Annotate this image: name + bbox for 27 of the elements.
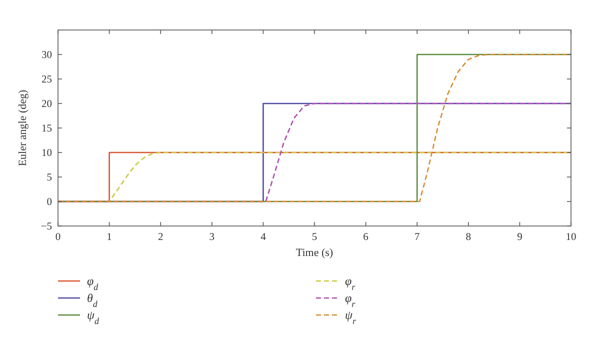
y-tick-label: 5 — [46, 172, 52, 184]
legend-label: φ$_{d}$ — [87, 274, 99, 292]
x-tick-label: 5 — [312, 232, 318, 243]
legend-label: θ$_{d}$ — [87, 291, 98, 309]
y-tick-label: 15 — [42, 124, 52, 134]
x-tick-label: 7 — [414, 232, 420, 243]
x-tick-label: 4 — [260, 232, 267, 243]
x-tick-label: 6 — [363, 232, 368, 243]
legend-label: ψ$_{r}$ — [345, 308, 356, 326]
x-tick-label: 10 — [566, 232, 576, 243]
x-tick-label: 2 — [158, 232, 164, 243]
legend-label: φ$_{r}$ — [345, 274, 356, 292]
x-tick-label: 9 — [517, 232, 522, 243]
x-axis-title: Time (s) — [296, 247, 334, 259]
legend-label: φ$_{r}$ — [345, 291, 356, 309]
y-tick-label: 25 — [42, 74, 52, 86]
y-axis-title: Euler angle (deg) — [17, 89, 29, 166]
x-tick-label: 8 — [466, 232, 472, 243]
y-tick-label: 0 — [46, 197, 52, 208]
x-tick-label: 1 — [106, 232, 112, 243]
x-tick-label: 3 — [209, 232, 215, 243]
y-tick-label: 30 — [42, 50, 52, 61]
y-tick-label: 10 — [42, 148, 52, 159]
y-tick-label: 20 — [42, 99, 52, 110]
legend-label: ψ$_{d}$ — [87, 308, 100, 326]
y-tick-label: −5 — [40, 222, 52, 232]
x-tick-label: 0 — [55, 232, 61, 243]
